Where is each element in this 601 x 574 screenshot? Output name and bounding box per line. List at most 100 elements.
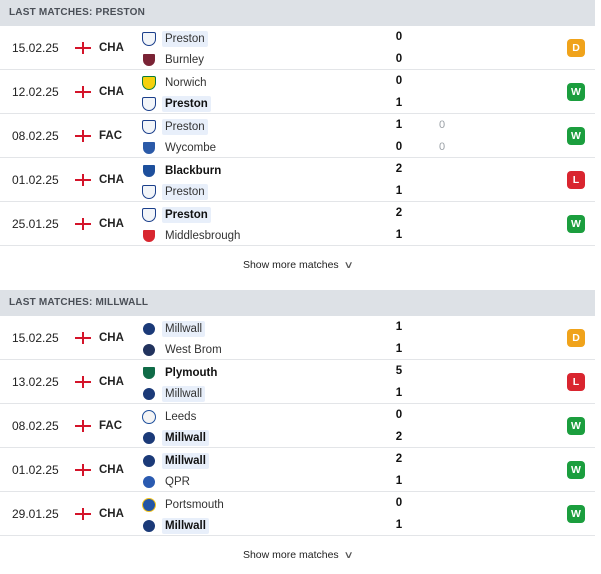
- result-badge: W: [567, 461, 585, 479]
- england-flag-icon: [75, 376, 91, 388]
- match-date: 15.02.25: [12, 331, 59, 345]
- match-date: 08.02.25: [12, 419, 59, 433]
- england-flag-icon: [75, 42, 91, 54]
- plymouth-crest: [142, 366, 156, 380]
- home-team[interactable]: Preston: [142, 205, 412, 225]
- away-team[interactable]: Burnley: [142, 50, 412, 70]
- home-team[interactable]: Plymouth: [142, 363, 412, 383]
- match-row[interactable]: 25.01.25 CHA Preston Middlesbrough 2 1 W: [0, 202, 595, 246]
- portsmouth-crest: [142, 498, 156, 512]
- match-date: 08.02.25: [12, 129, 59, 143]
- team-name: Preston: [162, 207, 211, 223]
- home-team[interactable]: Preston: [142, 117, 412, 137]
- home-score: 0: [395, 497, 403, 509]
- millwall-crest: [142, 387, 156, 401]
- away-score: 1: [395, 185, 403, 197]
- millwall-crest: [142, 322, 156, 336]
- match-date: 12.02.25: [12, 85, 59, 99]
- match-date: 15.02.25: [12, 41, 59, 55]
- competition-code: FAC: [99, 130, 122, 142]
- competition-code: CHA: [99, 464, 124, 476]
- team-name: Millwall: [162, 430, 209, 446]
- match-row[interactable]: 01.02.25 CHA Millwall QPR 2 1 W: [0, 448, 595, 492]
- result-badge: W: [567, 127, 585, 145]
- away-score: 0: [395, 53, 403, 65]
- match-row[interactable]: 29.01.25 CHA Portsmouth Millwall 0 1 W: [0, 492, 595, 536]
- away-score: 0: [395, 141, 403, 153]
- match-row[interactable]: 01.02.25 CHA Blackburn Preston 2 1 L: [0, 158, 595, 202]
- home-score: 0: [395, 409, 403, 421]
- home-team[interactable]: Millwall: [142, 319, 412, 339]
- away-score: 1: [395, 229, 403, 241]
- result-badge: W: [567, 505, 585, 523]
- away-team[interactable]: Millwall: [142, 384, 412, 404]
- section-header: LAST MATCHES: MILLWALL: [0, 290, 595, 316]
- away-team[interactable]: West Brom: [142, 340, 412, 360]
- home-score: 0: [395, 31, 403, 43]
- away-team[interactable]: Middlesbrough: [142, 226, 412, 246]
- result-badge: W: [567, 215, 585, 233]
- section-header: LAST MATCHES: PRESTON: [0, 0, 595, 26]
- competition-code: CHA: [99, 332, 124, 344]
- team-name: Portsmouth: [165, 499, 224, 511]
- team-name: Millwall: [162, 386, 206, 402]
- millwall-crest: [142, 431, 156, 445]
- team-name: West Brom: [165, 344, 222, 356]
- home-team[interactable]: Norwich: [142, 73, 412, 93]
- team-name: Leeds: [165, 411, 197, 423]
- team-name: Millwall: [162, 321, 206, 337]
- team-name: Norwich: [165, 77, 207, 89]
- competition-code: CHA: [99, 218, 124, 230]
- competition-code: FAC: [99, 420, 122, 432]
- competition-code: CHA: [99, 86, 124, 98]
- home-team[interactable]: Portsmouth: [142, 495, 412, 515]
- match-row[interactable]: 08.02.25 FAC Preston Wycombe 1 0 0 0 W: [0, 114, 595, 158]
- match-row[interactable]: 13.02.25 CHA Plymouth Millwall 5 1 L: [0, 360, 595, 404]
- away-score: 1: [395, 343, 403, 355]
- away-team[interactable]: Preston: [142, 94, 412, 114]
- match-date: 01.02.25: [12, 463, 59, 477]
- home-team[interactable]: Millwall: [142, 451, 412, 471]
- home-score: 5: [395, 365, 403, 377]
- away-team[interactable]: Wycombe: [142, 138, 412, 158]
- home-team[interactable]: Blackburn: [142, 161, 412, 181]
- away-score: 2: [395, 431, 403, 443]
- preston-crest: [142, 97, 156, 111]
- competition-code: CHA: [99, 508, 124, 520]
- leeds-crest: [142, 410, 156, 424]
- match-date: 13.02.25: [12, 375, 59, 389]
- match-row[interactable]: 15.02.25 CHA Preston Burnley 0 0 D: [0, 26, 595, 70]
- team-name: QPR: [165, 476, 190, 488]
- match-row[interactable]: 15.02.25 CHA Millwall West Brom 1 1 D: [0, 316, 595, 360]
- away-team[interactable]: QPR: [142, 472, 412, 492]
- away-score: 1: [395, 97, 403, 109]
- team-name: Millwall: [162, 518, 209, 534]
- away-score: 1: [395, 475, 403, 487]
- home-team[interactable]: Leeds: [142, 407, 412, 427]
- home-team[interactable]: Preston: [142, 29, 412, 49]
- result-badge: W: [567, 417, 585, 435]
- qpr-crest: [142, 475, 156, 489]
- team-name: Millwall: [162, 453, 209, 469]
- team-name: Preston: [162, 119, 208, 135]
- away-team[interactable]: Preston: [142, 182, 412, 202]
- match-row[interactable]: 08.02.25 FAC Leeds Millwall 0 2 W: [0, 404, 595, 448]
- preston-crest: [142, 120, 156, 134]
- show-more-matches-link[interactable]: Show more matches ∨: [0, 536, 595, 574]
- result-badge: L: [567, 171, 585, 189]
- england-flag-icon: [75, 174, 91, 186]
- blackburn-crest: [142, 164, 156, 178]
- burnley-crest: [142, 53, 156, 67]
- away-team[interactable]: Millwall: [142, 516, 412, 536]
- home-extra-score: 0: [438, 119, 446, 131]
- away-team[interactable]: Millwall: [142, 428, 412, 448]
- team-name: Wycombe: [165, 142, 217, 154]
- away-extra-score: 0: [438, 141, 446, 153]
- competition-code: CHA: [99, 376, 124, 388]
- show-more-label: Show more matches: [242, 549, 339, 561]
- last-matches-section: LAST MATCHES: MILLWALL 15.02.25 CHA Millwal…: [0, 290, 595, 574]
- match-row[interactable]: 12.02.25 CHA Norwich Preston 0 1 W: [0, 70, 595, 114]
- show-more-matches-link[interactable]: Show more matches ∨: [0, 246, 595, 284]
- competition-code: CHA: [99, 42, 124, 54]
